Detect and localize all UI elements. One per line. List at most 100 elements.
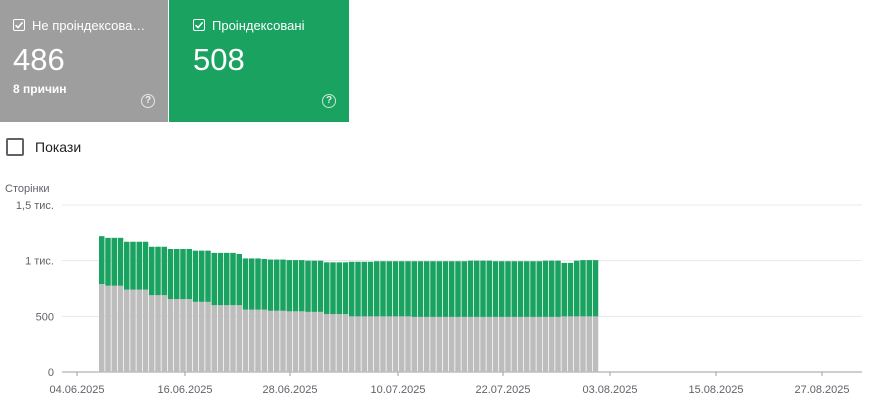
- bar-not-indexed[interactable]: [342, 314, 349, 372]
- bar-not-indexed[interactable]: [374, 316, 380, 372]
- bar-indexed[interactable]: [299, 260, 305, 312]
- bar-indexed[interactable]: [249, 258, 255, 310]
- bar-not-indexed[interactable]: [355, 316, 361, 372]
- bar-not-indexed[interactable]: [324, 314, 330, 372]
- bar-not-indexed[interactable]: [267, 310, 274, 372]
- bar-indexed[interactable]: [349, 261, 355, 317]
- bar-indexed[interactable]: [224, 252, 230, 306]
- bar-indexed[interactable]: [167, 248, 174, 300]
- bar-not-indexed[interactable]: [449, 316, 455, 372]
- bar-not-indexed[interactable]: [155, 295, 161, 372]
- bar-not-indexed[interactable]: [286, 311, 293, 372]
- bar-indexed[interactable]: [567, 262, 574, 317]
- bar-indexed[interactable]: [442, 261, 449, 317]
- bar-not-indexed[interactable]: [567, 316, 574, 372]
- bar-not-indexed[interactable]: [511, 316, 518, 372]
- bar-indexed[interactable]: [136, 241, 143, 290]
- bar-indexed[interactable]: [230, 252, 236, 306]
- bar-indexed[interactable]: [505, 261, 511, 317]
- bar-not-indexed[interactable]: [224, 305, 230, 372]
- bar-not-indexed[interactable]: [167, 299, 174, 372]
- bar-not-indexed[interactable]: [530, 316, 536, 372]
- bar-indexed[interactable]: [430, 261, 436, 317]
- bar-indexed[interactable]: [455, 261, 461, 317]
- bar-indexed[interactable]: [542, 260, 549, 317]
- bar-not-indexed[interactable]: [161, 295, 168, 372]
- bar-not-indexed[interactable]: [317, 311, 324, 372]
- bar-indexed[interactable]: [217, 252, 224, 306]
- bar-not-indexed[interactable]: [330, 314, 336, 372]
- bar-indexed[interactable]: [399, 261, 405, 317]
- bar-not-indexed[interactable]: [505, 316, 511, 372]
- bar-not-indexed[interactable]: [142, 289, 149, 372]
- bar-not-indexed[interactable]: [274, 310, 280, 372]
- bar-indexed[interactable]: [424, 261, 430, 317]
- bar-indexed[interactable]: [211, 252, 218, 306]
- bar-indexed[interactable]: [149, 246, 155, 296]
- bar-indexed[interactable]: [267, 259, 274, 311]
- bar-indexed[interactable]: [186, 248, 193, 300]
- bar-not-indexed[interactable]: [492, 316, 499, 372]
- bar-indexed[interactable]: [467, 260, 474, 317]
- bar-not-indexed[interactable]: [392, 316, 399, 372]
- bar-indexed[interactable]: [411, 261, 418, 317]
- bar-indexed[interactable]: [474, 260, 480, 317]
- bar-indexed[interactable]: [499, 261, 505, 317]
- bar-not-indexed[interactable]: [149, 295, 155, 372]
- bar-indexed[interactable]: [155, 246, 161, 296]
- bar-indexed[interactable]: [555, 260, 561, 317]
- bar-indexed[interactable]: [380, 261, 386, 317]
- bar-not-indexed[interactable]: [442, 316, 449, 372]
- bar-not-indexed[interactable]: [205, 301, 211, 372]
- bar-indexed[interactable]: [317, 260, 324, 312]
- bar-indexed[interactable]: [342, 262, 349, 315]
- bar-not-indexed[interactable]: [455, 316, 461, 372]
- bar-indexed[interactable]: [330, 262, 336, 315]
- bar-indexed[interactable]: [311, 260, 318, 312]
- bar-not-indexed[interactable]: [249, 309, 255, 372]
- bar-indexed[interactable]: [255, 258, 261, 310]
- bar-not-indexed[interactable]: [580, 316, 586, 372]
- bar-indexed[interactable]: [549, 260, 555, 317]
- bar-not-indexed[interactable]: [336, 314, 343, 372]
- bar-not-indexed[interactable]: [311, 311, 318, 372]
- bar-not-indexed[interactable]: [424, 316, 430, 372]
- bar-indexed[interactable]: [367, 261, 374, 317]
- bar-indexed[interactable]: [586, 260, 593, 317]
- bar-not-indexed[interactable]: [436, 316, 443, 372]
- bar-not-indexed[interactable]: [199, 301, 205, 372]
- bar-indexed[interactable]: [180, 248, 186, 300]
- bar-indexed[interactable]: [417, 261, 424, 317]
- bar-indexed[interactable]: [392, 261, 399, 317]
- bar-not-indexed[interactable]: [105, 285, 111, 372]
- bar-indexed[interactable]: [199, 250, 205, 302]
- bar-indexed[interactable]: [492, 261, 499, 317]
- bar-not-indexed[interactable]: [292, 311, 299, 372]
- bar-not-indexed[interactable]: [111, 285, 118, 372]
- bar-indexed[interactable]: [236, 253, 243, 306]
- bar-indexed[interactable]: [449, 261, 455, 317]
- bar-indexed[interactable]: [355, 261, 361, 317]
- bar-indexed[interactable]: [436, 261, 443, 317]
- bar-not-indexed[interactable]: [211, 305, 218, 372]
- impressions-checkbox[interactable]: [6, 138, 24, 156]
- bar-indexed[interactable]: [374, 261, 380, 317]
- bar-not-indexed[interactable]: [499, 316, 505, 372]
- bar-not-indexed[interactable]: [361, 316, 368, 372]
- bar-indexed[interactable]: [480, 260, 486, 317]
- bar-indexed[interactable]: [124, 241, 130, 290]
- bar-indexed[interactable]: [511, 261, 518, 317]
- bar-indexed[interactable]: [242, 258, 249, 310]
- bar-not-indexed[interactable]: [517, 316, 524, 372]
- bar-indexed[interactable]: [580, 260, 586, 317]
- bar-not-indexed[interactable]: [574, 316, 580, 372]
- bar-not-indexed[interactable]: [399, 316, 405, 372]
- bar-not-indexed[interactable]: [242, 309, 249, 372]
- bar-not-indexed[interactable]: [386, 316, 393, 372]
- bar-indexed[interactable]: [205, 250, 211, 302]
- bar-indexed[interactable]: [261, 258, 268, 310]
- bar-indexed[interactable]: [192, 250, 199, 302]
- bar-indexed[interactable]: [324, 262, 330, 315]
- bar-indexed[interactable]: [105, 237, 111, 286]
- bar-not-indexed[interactable]: [255, 309, 261, 372]
